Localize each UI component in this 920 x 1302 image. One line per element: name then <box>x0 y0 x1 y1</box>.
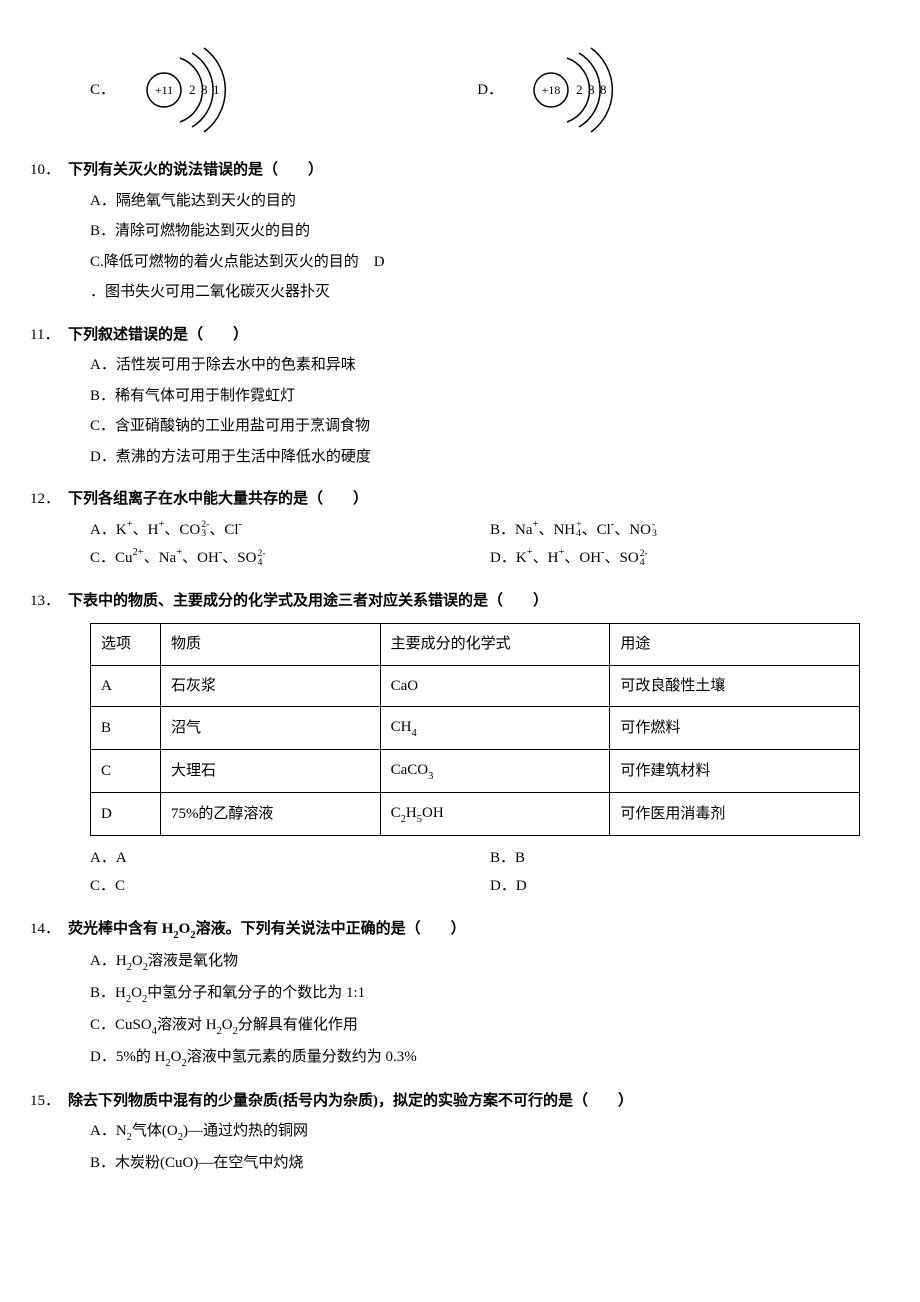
q9-options-cd: C． +11 2 8 1 D． +18 2 8 <box>30 40 890 140</box>
q14-opt-d: D．5%的 H2O2溶液中氢元素的质量分数约为 0.3% <box>90 1043 890 1073</box>
q15-num: 15． <box>30 1087 68 1116</box>
q15-opt-b: B．木炭粉(CuO)—在空气中灼烧 <box>90 1149 890 1178</box>
q11-opt-c: C．含亚硝酸钠的工业用盐可用于烹调食物 <box>90 412 890 441</box>
th-1: 物质 <box>160 624 380 666</box>
q14-num: 14． <box>30 915 68 945</box>
nucleus-c-text: +11 <box>155 83 173 97</box>
th-2: 主要成分的化学式 <box>380 624 610 666</box>
q13-ans-d: D．D <box>490 872 890 901</box>
q11-num: 11． <box>30 321 68 350</box>
option-d-label: D． <box>477 76 519 105</box>
q14-text: 荧光棒中含有 H2O2溶液。下列有关说法中正确的是（ ） <box>68 915 466 945</box>
shell-c-3: 1 <box>213 82 220 97</box>
question-13: 13． 下表中的物质、主要成分的化学式及用途三者对应关系错误的是（ ） 选项 物… <box>30 587 890 901</box>
cell-d0: D <box>91 792 161 835</box>
q11-opt-b: B．稀有气体可用于制作霓虹灯 <box>90 382 890 411</box>
shell-d-2: 8 <box>588 82 595 97</box>
q10-opt-c: C.降低可燃物的着火点能达到灭火的目的 D <box>90 248 890 277</box>
q10-opt-a: A．隔绝氧气能达到天火的目的 <box>90 187 890 216</box>
q11-opt-d: D．煮沸的方法可用于生活中降低水的硬度 <box>90 443 890 472</box>
cell-c2: CaCO3 <box>380 749 610 792</box>
q12-opt-b: B．Na+、NH+4、Cl-、NO-3 <box>490 516 890 545</box>
q10-num: 10． <box>30 156 68 185</box>
table-row: A 石灰浆 CaO 可改良酸性土壤 <box>91 665 860 707</box>
cell-b2: CH4 <box>380 707 610 750</box>
q12-text: 下列各组离子在水中能大量共存的是（ ） <box>68 485 368 514</box>
q15-text: 除去下列物质中混有的少量杂质(括号内为杂质)，拟定的实验方案不可行的是（ ） <box>68 1087 633 1116</box>
cell-d3: 可作医用消毒剂 <box>610 792 860 835</box>
cell-a3: 可改良酸性土壤 <box>610 665 860 707</box>
q12-num: 12． <box>30 485 68 514</box>
cell-c0: C <box>91 749 161 792</box>
q13-ans-b: B．B <box>490 844 890 873</box>
q11-text: 下列叙述错误的是（ ） <box>68 321 248 350</box>
q14-opt-c: C．CuSO4溶液对 H2O2分解具有催化作用 <box>90 1011 890 1041</box>
cell-b0: B <box>91 707 161 750</box>
question-12: 12． 下列各组离子在水中能大量共存的是（ ） A．K+、H+、CO2-3、Cl… <box>30 485 890 573</box>
q13-text: 下表中的物质、主要成分的化学式及用途三者对应关系错误的是（ ） <box>68 587 548 616</box>
q10-text: 下列有关灭火的说法错误的是（ ） <box>68 156 323 185</box>
cell-c1: 大理石 <box>160 749 380 792</box>
cell-a2: CaO <box>380 665 610 707</box>
th-0: 选项 <box>91 624 161 666</box>
q12-c-label: C． <box>90 550 115 566</box>
nucleus-d-text: +18 <box>542 83 561 97</box>
q10-opt-d: ．图书失火可用二氧化碳灭火器扑灭 <box>90 278 890 307</box>
q12-d-label: D． <box>490 550 516 566</box>
question-11: 11． 下列叙述错误的是（ ） A．活性炭可用于除去水中的色素和异味 B．稀有气… <box>30 321 890 472</box>
cell-b3: 可作燃料 <box>610 707 860 750</box>
q12-opt-a: A．K+、H+、CO2-3、Cl- <box>90 516 490 545</box>
q14-opt-b: B．H2O2中氢分子和氧分子的个数比为 1:1 <box>90 979 890 1009</box>
shell-d-1: 2 <box>576 82 583 97</box>
table-row: C 大理石 CaCO3 可作建筑材料 <box>91 749 860 792</box>
q12-opt-d: D．K+、H+、OH-、SO2-4 <box>490 544 890 573</box>
shell-d-3: 8 <box>600 82 607 97</box>
cell-a1: 石灰浆 <box>160 665 380 707</box>
question-10: 10． 下列有关灭火的说法错误的是（ ） A．隔绝氧气能达到天火的目的 B．清除… <box>30 156 890 307</box>
shell-c-2: 8 <box>201 82 208 97</box>
table-row: B 沼气 CH4 可作燃料 <box>91 707 860 750</box>
question-14: 14． 荧光棒中含有 H2O2溶液。下列有关说法中正确的是（ ） A．H2O2溶… <box>30 915 890 1073</box>
q11-opt-a: A．活性炭可用于除去水中的色素和异味 <box>90 351 890 380</box>
table-row: D 75%的乙醇溶液 C2H5OH 可作医用消毒剂 <box>91 792 860 835</box>
cell-c3: 可作建筑材料 <box>610 749 860 792</box>
shell-c-1: 2 <box>189 82 196 97</box>
atom-diagram-d: +18 2 8 8 <box>529 40 629 140</box>
cell-b1: 沼气 <box>160 707 380 750</box>
cell-a0: A <box>91 665 161 707</box>
option-c-label: C． <box>90 76 132 105</box>
q15-opt-a: A．N2气体(O2)—通过灼热的铜网 <box>90 1117 890 1147</box>
q12-b-label: B． <box>490 522 515 538</box>
q13-table: 选项 物质 主要成分的化学式 用途 A 石灰浆 CaO 可改良酸性土壤 B 沼气… <box>90 623 860 836</box>
atom-diagram-c: +11 2 8 1 <box>142 40 242 140</box>
q10-opt-b: B．清除可燃物能达到灭火的目的 <box>90 217 890 246</box>
cell-d2: C2H5OH <box>380 792 610 835</box>
table-header-row: 选项 物质 主要成分的化学式 用途 <box>91 624 860 666</box>
q13-ans-a: A．A <box>90 844 490 873</box>
q12-a-label: A． <box>90 522 116 538</box>
q12-opt-c: C．Cu2+、Na+、OH-、SO2-4 <box>90 544 490 573</box>
q13-num: 13． <box>30 587 68 616</box>
q13-ans-c: C．C <box>90 872 490 901</box>
cell-d1: 75%的乙醇溶液 <box>160 792 380 835</box>
q14-opt-a: A．H2O2溶液是氧化物 <box>90 947 890 977</box>
th-3: 用途 <box>610 624 860 666</box>
question-15: 15． 除去下列物质中混有的少量杂质(括号内为杂质)，拟定的实验方案不可行的是（… <box>30 1087 890 1178</box>
